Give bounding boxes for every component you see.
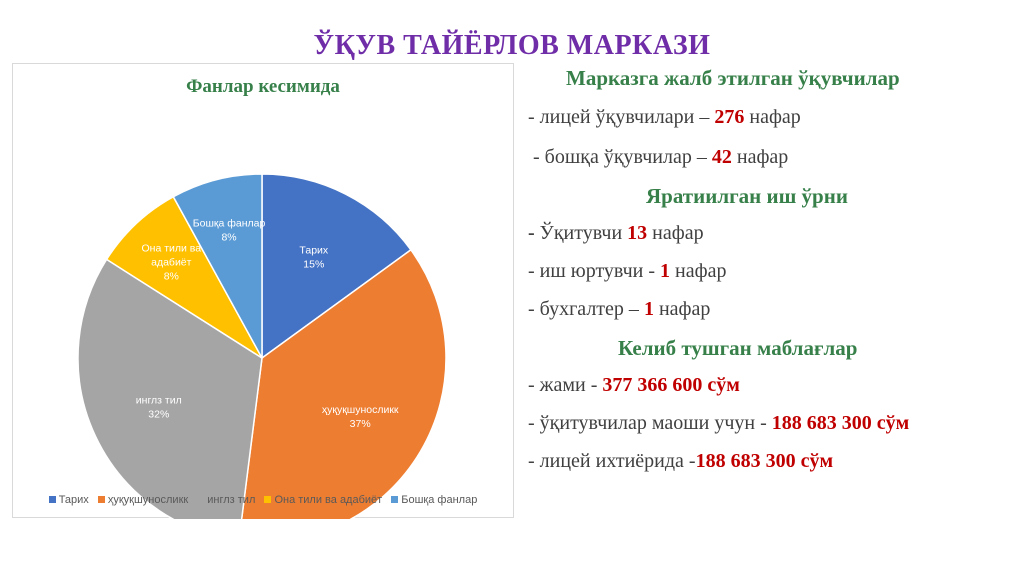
pie-slice-3	[105, 195, 263, 359]
line-teacher-salaries: - ўқитувчилар маоши учун - 188 683 300 с…	[528, 412, 909, 435]
slide-title: ЎҚУВ ТАЙЁРЛОВ МАРКАЗИ	[313, 30, 711, 61]
heading-attracted-students: Марказга жалб этилган ўқувчилар	[566, 66, 900, 90]
line-value: 377 366 600 сўм	[602, 374, 740, 396]
line-text: нафар	[731, 146, 789, 168]
line-other-students: - бошқа ўқувчилар – 42 нафар	[528, 146, 788, 169]
pie-chart: Фанлар кесимида Тарих 15% ҳуқуқшуносликк 37…	[12, 63, 514, 519]
slice-value-label: 8%	[164, 270, 179, 282]
heading-received-funds: Келиб тушган маблағлар	[618, 336, 858, 360]
line-text: - ўқитувчилар маоши учун -	[528, 412, 772, 434]
line-text: нафар	[670, 260, 727, 282]
legend-item-english: инглз тил	[197, 494, 255, 506]
line-value: 42	[711, 146, 732, 168]
slice-value-label: 8%	[221, 232, 236, 244]
line-value: 1	[643, 298, 654, 320]
line-text: - иш юртувчи -	[528, 260, 661, 282]
pie-slice-2	[77, 258, 263, 519]
line-text: - бухгалтер –	[528, 298, 644, 320]
line-total-funds: - жами - 377 366 600 сўм	[528, 374, 740, 397]
legend-swatch	[264, 496, 272, 503]
legend-item-native-language: Она тили ва адабиёт	[264, 494, 382, 506]
legend-label: инглз тил	[207, 494, 256, 506]
line-text: нафар	[744, 106, 801, 128]
slice-value-label: 37%	[350, 418, 371, 430]
legend-item-other-subjects: Бошқа фанлар	[391, 494, 477, 506]
line-text: - бошқа ўқувчилар –	[528, 146, 712, 168]
slice-category-label: инглз тил	[136, 395, 182, 407]
legend-swatch	[391, 496, 399, 503]
line-value: 276	[714, 106, 745, 128]
legend-item-tarikh: Тарих	[48, 494, 89, 506]
line-text: - жами -	[528, 374, 603, 396]
line-value: 1	[660, 260, 671, 282]
line-clerk: - иш юртувчи - 1 нафар	[528, 260, 726, 283]
legend-swatch	[48, 496, 56, 503]
line-lyceum-disposal: - лицей ихтиёрида -188 683 300 сўм	[528, 450, 833, 473]
slice-category-label: Она тили ва	[142, 242, 202, 254]
pie-slice-1	[240, 248, 447, 519]
line-value: 188 683 300 сўм	[771, 412, 910, 434]
legend-label: Бошқа фанлар	[401, 494, 478, 506]
line-teachers: - Ўқитувчи 13 нафар	[528, 222, 704, 245]
pie-chart-svg: Тарих 15% ҳуқуқшуносликк 37% инглз тил 32% Она…	[77, 173, 447, 519]
slice-value-label: 15%	[303, 258, 324, 270]
line-value: 188 683 300 сўм	[695, 450, 834, 472]
legend-label: ҳуқуқшуносликк	[107, 494, 189, 506]
heading-created-jobs: Яратиилган иш ўрни	[646, 184, 848, 208]
pie-slice-0	[261, 173, 412, 360]
legend-swatch	[197, 496, 205, 503]
line-text: нафар	[647, 222, 704, 244]
line-text: Ўқитувчи	[534, 222, 628, 244]
line-value: 13	[627, 222, 648, 244]
legend-item-law: ҳуқуқшуносликк	[97, 494, 189, 506]
slice-value-label: 32%	[148, 409, 169, 421]
legend-label: Тарих	[58, 494, 89, 506]
slice-category-label: адабиёт	[151, 256, 192, 268]
slice-category-label: Бошқа фанлар	[193, 218, 266, 230]
slice-category-label: ҳуқуқшуносликк	[322, 404, 399, 416]
legend-swatch	[97, 496, 105, 503]
chart-title: Фанлар кесимида	[186, 76, 340, 97]
line-text: - лицей ихтиёрида -	[528, 450, 696, 472]
legend-label: Она тили ва адабиёт	[274, 494, 383, 506]
line-lyceum-students: - лицей ўқувчилари – 276 нафар	[528, 106, 801, 129]
chart-legend: Тарих ҳуқуқшуносликк инглз тил Она тили …	[13, 494, 513, 506]
slice-category-label: Тарих	[299, 244, 328, 256]
line-dash: -	[528, 222, 535, 244]
line-accountant: - бухгалтер – 1 нафар	[528, 298, 710, 321]
pie-slice-4	[172, 173, 263, 359]
line-text: нафар	[653, 298, 711, 320]
line-text: - лицей ўқувчилари –	[528, 106, 715, 128]
